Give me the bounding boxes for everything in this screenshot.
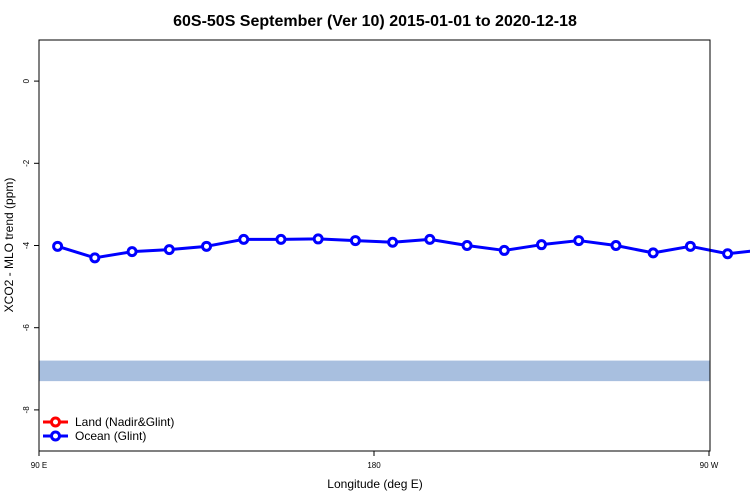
x-tick-label: 180 xyxy=(367,461,381,470)
data-point xyxy=(498,244,510,256)
legend-label: Land (Nadir&Glint) xyxy=(75,415,174,429)
data-point xyxy=(126,246,138,258)
data-point xyxy=(349,235,361,247)
y-tick-label: 0 xyxy=(22,78,31,83)
data-point xyxy=(722,248,734,260)
plot-frame xyxy=(38,39,711,452)
series-layer xyxy=(52,233,750,264)
map-band-layer xyxy=(39,360,710,382)
data-point xyxy=(238,233,250,245)
data-point xyxy=(536,239,547,251)
x-axis-label: Longitude (deg E) xyxy=(327,477,422,491)
data-point xyxy=(89,252,101,264)
x-tick-label: 90 E xyxy=(31,461,47,470)
y-tick-label: -2 xyxy=(22,159,31,167)
data-point xyxy=(275,233,287,245)
data-point xyxy=(312,233,324,245)
data-point xyxy=(424,233,436,245)
legend-marker xyxy=(50,416,61,428)
chart-title: 60S-50S September (Ver 10) 2015-01-01 to… xyxy=(173,13,577,30)
legend-marker xyxy=(50,430,61,442)
data-point xyxy=(647,247,659,259)
y-tick-label: -6 xyxy=(22,324,31,332)
y-tick-label: -8 xyxy=(22,406,31,414)
data-point xyxy=(163,244,175,256)
map-band xyxy=(39,360,710,382)
x-tick-label: 90 W xyxy=(700,461,719,470)
data-point xyxy=(201,240,212,252)
series-line xyxy=(57,237,750,260)
legend-label: Ocean (Glint) xyxy=(75,429,146,443)
data-point xyxy=(52,240,64,252)
y-axis-label: XCO2 - MLO trend (ppm) xyxy=(2,178,16,313)
y-tick-label: -4 xyxy=(22,241,31,249)
data-point xyxy=(461,240,473,251)
data-point xyxy=(684,240,696,252)
data-point xyxy=(610,240,622,251)
data-point xyxy=(387,236,399,248)
legend: Land (Nadir&Glint)Ocean (Glint) xyxy=(43,415,174,443)
data-point xyxy=(573,235,585,247)
